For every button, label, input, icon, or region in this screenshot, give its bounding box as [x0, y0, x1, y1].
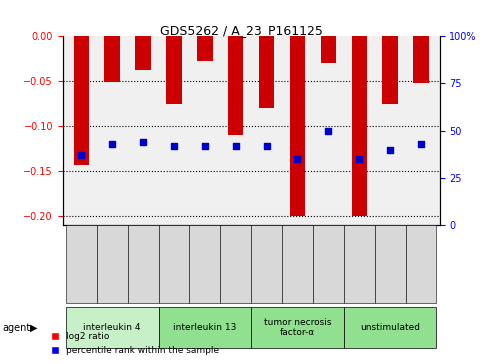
Bar: [104, 36, 120, 82]
Bar: [321, 36, 336, 63]
Point: [294, 156, 301, 162]
Point: [201, 143, 209, 149]
Point: [232, 143, 240, 149]
Legend: log2 ratio, percentile rank within the sample: log2 ratio, percentile rank within the s…: [48, 329, 223, 359]
Text: unstimulated: unstimulated: [360, 323, 420, 332]
Point: [108, 141, 116, 147]
Bar: [413, 36, 429, 83]
Point: [355, 156, 363, 162]
Text: agent: agent: [2, 323, 30, 333]
Bar: [352, 36, 367, 216]
Point: [417, 141, 425, 147]
Point: [139, 139, 147, 145]
Point: [170, 143, 178, 149]
Bar: [383, 36, 398, 104]
Point: [263, 143, 270, 149]
Bar: [135, 36, 151, 70]
Bar: [73, 36, 89, 165]
Bar: [197, 36, 213, 61]
Point: [325, 128, 332, 134]
Point: [386, 147, 394, 152]
Text: ▶: ▶: [30, 323, 38, 333]
Bar: [259, 36, 274, 108]
Bar: [228, 36, 243, 135]
Bar: [166, 36, 182, 104]
Text: tumor necrosis
factor-α: tumor necrosis factor-α: [264, 318, 331, 337]
Bar: [290, 36, 305, 216]
Text: interleukin 13: interleukin 13: [173, 323, 237, 332]
Point: [77, 152, 85, 158]
Text: interleukin 4: interleukin 4: [84, 323, 141, 332]
Text: GDS5262 / A_23_P161125: GDS5262 / A_23_P161125: [160, 24, 323, 37]
